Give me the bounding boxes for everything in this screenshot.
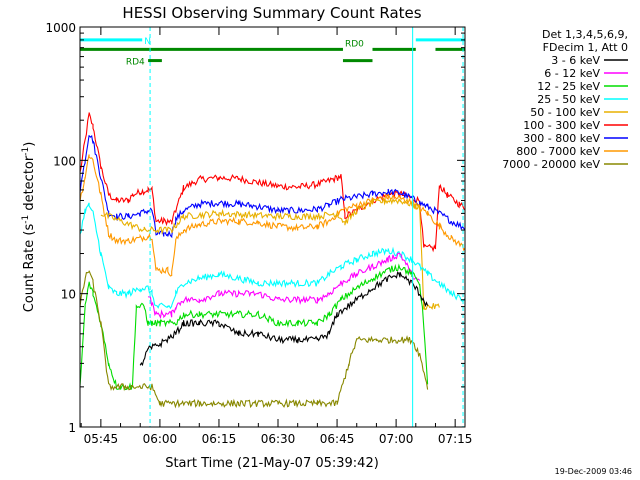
chart-title: HESSI Observing Summary Count Rates bbox=[122, 4, 421, 22]
plot-frame bbox=[79, 26, 466, 428]
legend: Det 1,3,4,5,6,9,FDecim 1, Att 03 - 6 keV… bbox=[502, 28, 628, 171]
series-line-3-6-kev bbox=[139, 270, 429, 367]
y-tick-label-10: 10 bbox=[61, 288, 76, 302]
series-line-25-50-kev bbox=[79, 202, 466, 310]
series-line-6-12-kev bbox=[147, 252, 421, 320]
series-line-300-800-kev bbox=[79, 134, 466, 239]
legend-label-50-100-kev: 50 - 100 keV bbox=[530, 106, 600, 119]
y-axis-label-end: ) bbox=[22, 142, 37, 147]
series-line-100-300-kev bbox=[79, 112, 466, 253]
x-tick-label-06-00: 06:00 bbox=[143, 432, 178, 446]
series-line-800-7000-kev bbox=[79, 154, 466, 277]
legend-label-7000-20000-kev: 7000 - 20000 keV bbox=[502, 158, 600, 171]
status-bar-label-rd4: RD4 bbox=[126, 58, 145, 68]
y-axis-label: Count Rate (s-1 detector-1) bbox=[21, 142, 37, 313]
x-tick-label-06-15: 06:15 bbox=[202, 432, 237, 446]
x-tick-label-06-30: 06:30 bbox=[261, 432, 296, 446]
x-tick-label-07-00: 07:00 bbox=[379, 432, 414, 446]
legend-label-300-800-kev: 300 - 800 keV bbox=[523, 132, 600, 145]
legend-header-line-1: FDecim 1, Att 0 bbox=[543, 41, 628, 54]
legend-label-100-300-kev: 100 - 300 keV bbox=[523, 119, 600, 132]
footer-timestamp: 19-Dec-2009 03:46 bbox=[555, 467, 632, 476]
series-line-12-25-kev bbox=[79, 263, 429, 391]
status-bar-label-n: N bbox=[144, 37, 151, 47]
legend-label-12-25-kev: 12 - 25 keV bbox=[537, 80, 600, 93]
status-bar-label-rd0: RD0 bbox=[345, 39, 364, 49]
y-axis-label-sup1: -1 bbox=[21, 215, 31, 224]
y-tick-label-1: 1 bbox=[68, 421, 76, 435]
x-tick-label-06-45: 06:45 bbox=[320, 432, 355, 446]
x-axis: 05:45 06:00 06:15 06:30 06:45 07:00 07:15 bbox=[80, 27, 473, 446]
legend-label-800-7000-kev: 800 - 7000 keV bbox=[516, 145, 600, 158]
legend-label-6-12-kev: 6 - 12 keV bbox=[544, 67, 600, 80]
legend-header-line-0: Det 1,3,4,5,6,9, bbox=[542, 28, 628, 41]
legend-label-3-6-kev: 3 - 6 keV bbox=[551, 54, 600, 67]
x-tick-label-07-15: 07:15 bbox=[438, 432, 473, 446]
y-tick-label-100: 100 bbox=[53, 154, 76, 168]
legend-label-25-50-kev: 25 - 50 keV bbox=[537, 93, 600, 106]
y-axis: 1 10 100 1000 bbox=[45, 21, 465, 435]
series-line-7000-20000-kev bbox=[79, 270, 429, 409]
y-axis-label-sup2: -1 bbox=[21, 147, 31, 156]
y-axis-label-mid: detector bbox=[22, 155, 37, 215]
x-tick-label-05-45: 05:45 bbox=[84, 432, 119, 446]
y-tick-label-1000: 1000 bbox=[45, 21, 76, 35]
series-line-50-100-kev bbox=[100, 197, 440, 311]
plot-area: N RD0 RD4 bbox=[79, 27, 466, 427]
y-axis-label-main: Count Rate (s bbox=[22, 224, 37, 313]
x-axis-label: Start Time (21-May-07 05:39:42) bbox=[165, 456, 379, 471]
